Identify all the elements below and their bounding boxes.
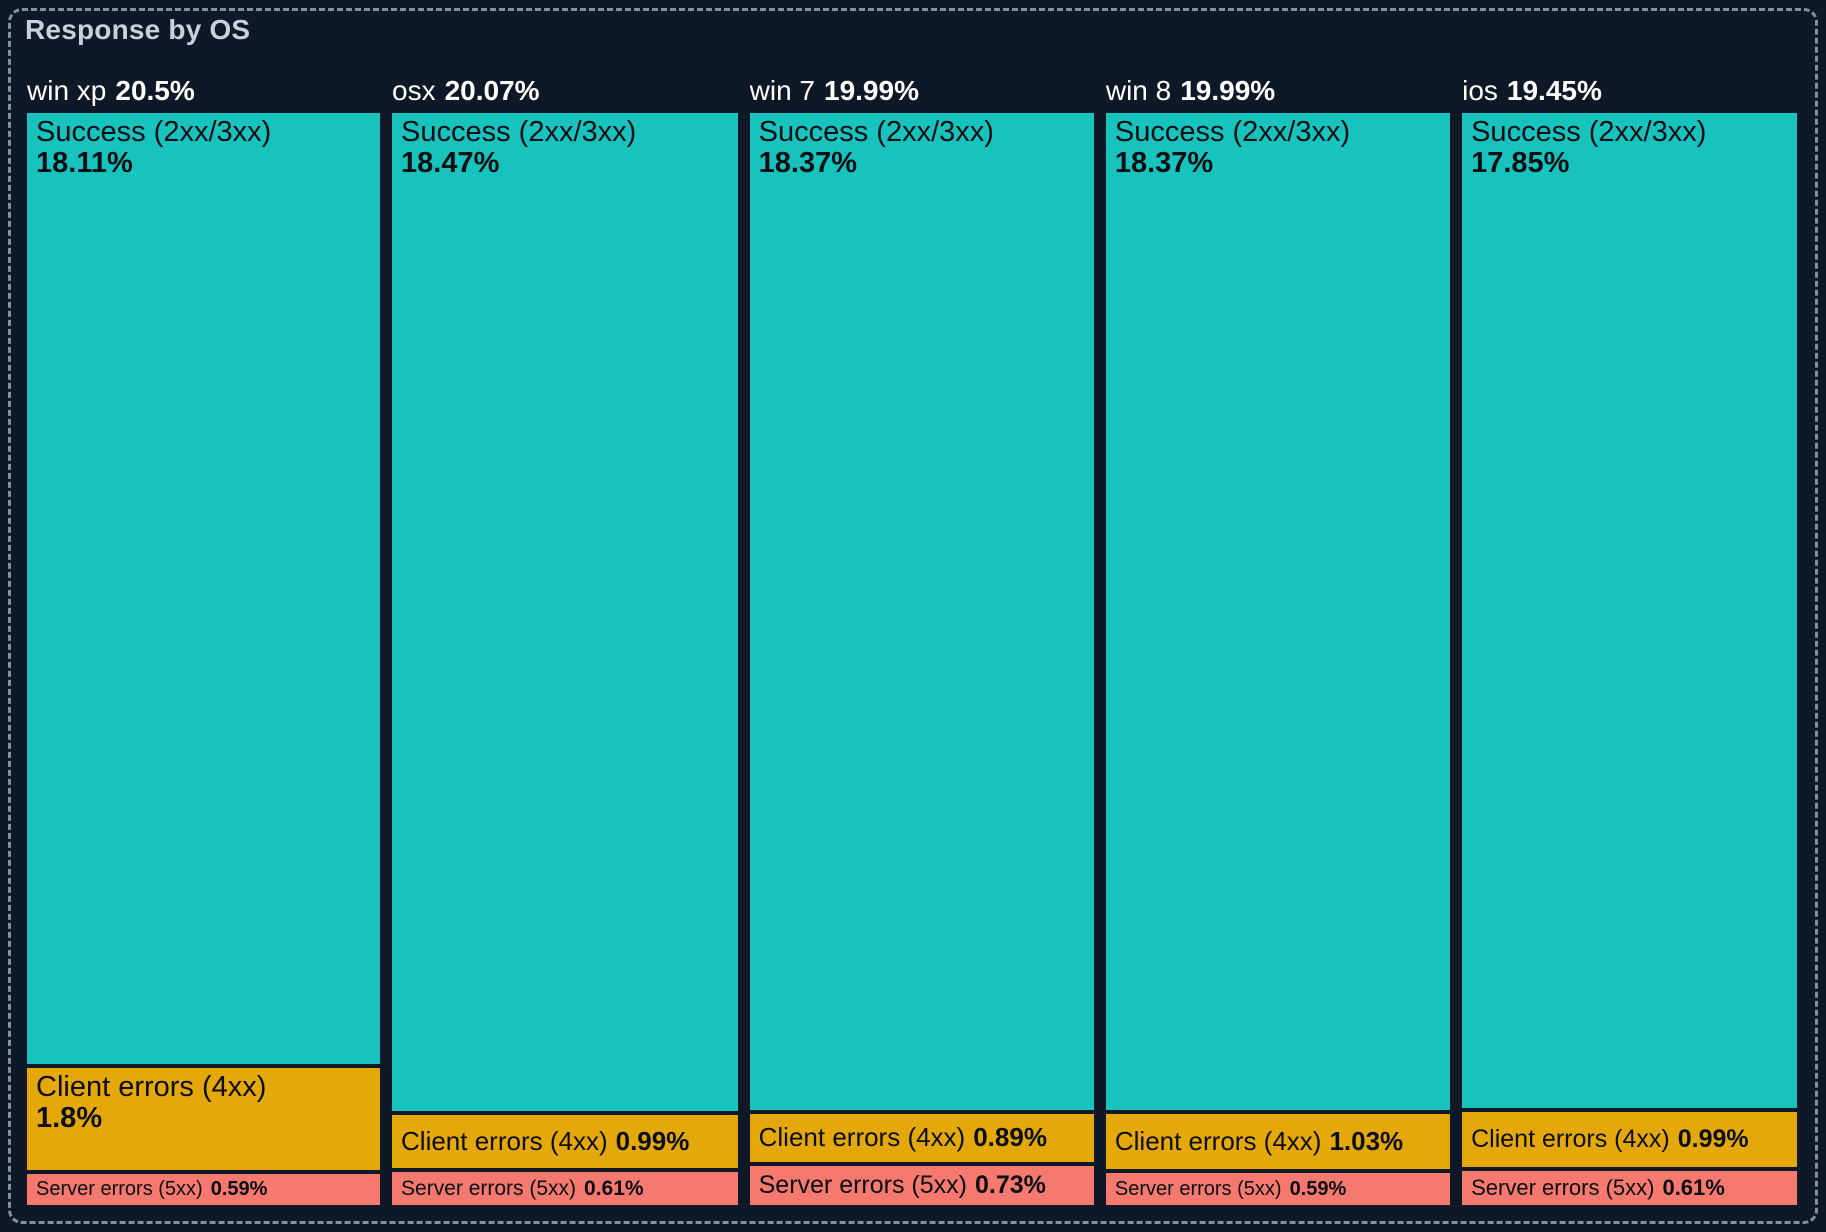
treemap-block-win-8-client[interactable]: Client errors (4xx) 1.03% bbox=[1105, 1113, 1451, 1170]
os-name: win 7 bbox=[749, 75, 815, 106]
os-total-percent: 19.99% bbox=[1180, 75, 1276, 106]
os-name: ios bbox=[1462, 75, 1498, 106]
column-header-osx: osx 20.07% bbox=[392, 70, 738, 113]
treemap-block-osx-server[interactable]: Server errors (5xx) 0.61% bbox=[392, 1172, 738, 1205]
treemap-block-win-xp-server[interactable]: Server errors (5xx) 0.59% bbox=[27, 1174, 381, 1205]
column-header-win-8: win 8 19.99% bbox=[1106, 70, 1450, 113]
block-label: Client errors (4xx) bbox=[401, 1126, 608, 1157]
block-percent: 0.99% bbox=[615, 1126, 690, 1157]
treemap-block-osx-client[interactable]: Client errors (4xx) 0.99% bbox=[392, 1115, 738, 1169]
treemap-block-win-7-success[interactable]: Success (2xx/3xx) 18.37% bbox=[749, 113, 1094, 1110]
block-percent: 0.61% bbox=[584, 1176, 644, 1200]
block-label: Client errors (4xx) bbox=[1471, 1125, 1670, 1154]
block-percent: 1.8% bbox=[36, 1102, 103, 1135]
block-percent: 1.03% bbox=[1329, 1126, 1404, 1157]
block-percent: 18.37% bbox=[758, 146, 857, 179]
column-header-win-xp: win xp 20.5% bbox=[27, 70, 380, 113]
treemap-column-win-xp: win xp 20.5% Success (2xx/3xx) 18.11% Client… bbox=[27, 70, 381, 1205]
block-percent: 18.37% bbox=[1114, 146, 1214, 179]
block-percent: 0.61% bbox=[1662, 1175, 1725, 1201]
treemap-column-ios: ios 19.45% Success (2xx/3xx) 17.85% Client e… bbox=[1462, 70, 1798, 1205]
panel-title: Response by OS bbox=[25, 14, 251, 45]
treemap-column-osx: osx 20.07% Success (2xx/3xx) 18.47% Client e… bbox=[392, 70, 738, 1205]
column-header-ios: ios 19.45% bbox=[1462, 70, 1797, 113]
block-label: Success (2xx/3xx) bbox=[758, 116, 994, 148]
os-name: osx bbox=[392, 75, 436, 106]
os-total-percent: 20.07% bbox=[444, 75, 540, 106]
treemap-block-win-xp-success[interactable]: Success (2xx/3xx) 18.11% bbox=[27, 113, 381, 1065]
block-label: Server errors (5xx) bbox=[1471, 1175, 1655, 1201]
treemap-block-win-7-server[interactable]: Server errors (5xx) 0.73% bbox=[749, 1165, 1094, 1205]
block-label: Server errors (5xx) bbox=[401, 1176, 577, 1200]
treemap-block-win-8-server[interactable]: Server errors (5xx) 0.59% bbox=[1105, 1173, 1451, 1205]
column-header-win-7: win 7 19.99% bbox=[750, 70, 1094, 113]
treemap-block-win-7-client[interactable]: Client errors (4xx) 0.89% bbox=[749, 1113, 1094, 1162]
treemap-block-ios-server[interactable]: Server errors (5xx) 0.61% bbox=[1462, 1171, 1798, 1205]
os-name: win xp bbox=[27, 75, 107, 106]
os-total-percent: 20.5% bbox=[115, 75, 195, 106]
block-percent: 18.47% bbox=[401, 146, 500, 179]
block-percent: 17.85% bbox=[1471, 146, 1570, 179]
treemap-column-win-7: win 7 19.99% Success (2xx/3xx) 18.37% Client… bbox=[749, 70, 1094, 1205]
os-name: win 8 bbox=[1105, 75, 1172, 106]
column-blocks: Success (2xx/3xx) 18.37% Client errors (4x… bbox=[749, 113, 1094, 1205]
block-percent: 0.73% bbox=[975, 1170, 1046, 1199]
block-label: Client errors (4xx) bbox=[1114, 1126, 1322, 1157]
block-label: Server errors (5xx) bbox=[36, 1178, 203, 1201]
column-blocks: Success (2xx/3xx) 18.37% Client errors (4x… bbox=[1105, 113, 1451, 1205]
block-label: Client errors (4xx) bbox=[758, 1122, 966, 1153]
treemap-block-osx-success[interactable]: Success (2xx/3xx) 18.47% bbox=[392, 113, 738, 1112]
treemap-block-win-8-success[interactable]: Success (2xx/3xx) 18.37% bbox=[1105, 113, 1451, 1110]
column-blocks: Success (2xx/3xx) 18.11% Client errors (4x… bbox=[27, 113, 381, 1205]
block-percent: 0.89% bbox=[973, 1122, 1047, 1153]
column-blocks: Success (2xx/3xx) 17.85% Client errors (4x… bbox=[1462, 113, 1798, 1205]
block-label: Server errors (5xx) bbox=[1114, 1177, 1282, 1200]
block-percent: 18.11% bbox=[36, 146, 133, 179]
treemap-column-win-8: win 8 19.99% Success (2xx/3xx) 18.37% Client… bbox=[1105, 70, 1451, 1205]
block-label: Server errors (5xx) bbox=[758, 1170, 967, 1199]
treemap-block-win-xp-client[interactable]: Client errors (4xx) 1.8% bbox=[27, 1068, 381, 1171]
column-blocks: Success (2xx/3xx) 18.47% Client errors (4x… bbox=[392, 113, 738, 1205]
block-label: Success (2xx/3xx) bbox=[401, 116, 637, 148]
block-label: Client errors (4xx) bbox=[36, 1071, 267, 1104]
block-label: Success (2xx/3xx) bbox=[1114, 116, 1351, 148]
block-percent: 0.99% bbox=[1677, 1125, 1749, 1154]
os-total-percent: 19.99% bbox=[824, 75, 919, 106]
os-total-percent: 19.45% bbox=[1506, 75, 1602, 106]
treemap-block-ios-success[interactable]: Success (2xx/3xx) 17.85% bbox=[1462, 113, 1798, 1109]
block-percent: 0.59% bbox=[1289, 1177, 1347, 1200]
treemap-block-ios-client[interactable]: Client errors (4xx) 0.99% bbox=[1462, 1112, 1798, 1168]
block-label: Success (2xx/3xx) bbox=[36, 116, 272, 148]
response-treemap: win xp 20.5% Success (2xx/3xx) 18.11% Client… bbox=[27, 70, 1798, 1205]
block-label: Success (2xx/3xx) bbox=[1471, 116, 1707, 148]
block-percent: 0.59% bbox=[210, 1178, 268, 1201]
